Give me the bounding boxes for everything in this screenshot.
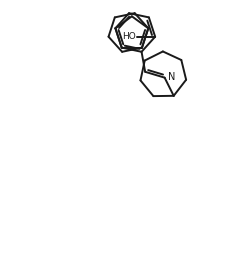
Text: HO: HO [122, 32, 136, 41]
Text: N: N [168, 72, 176, 82]
